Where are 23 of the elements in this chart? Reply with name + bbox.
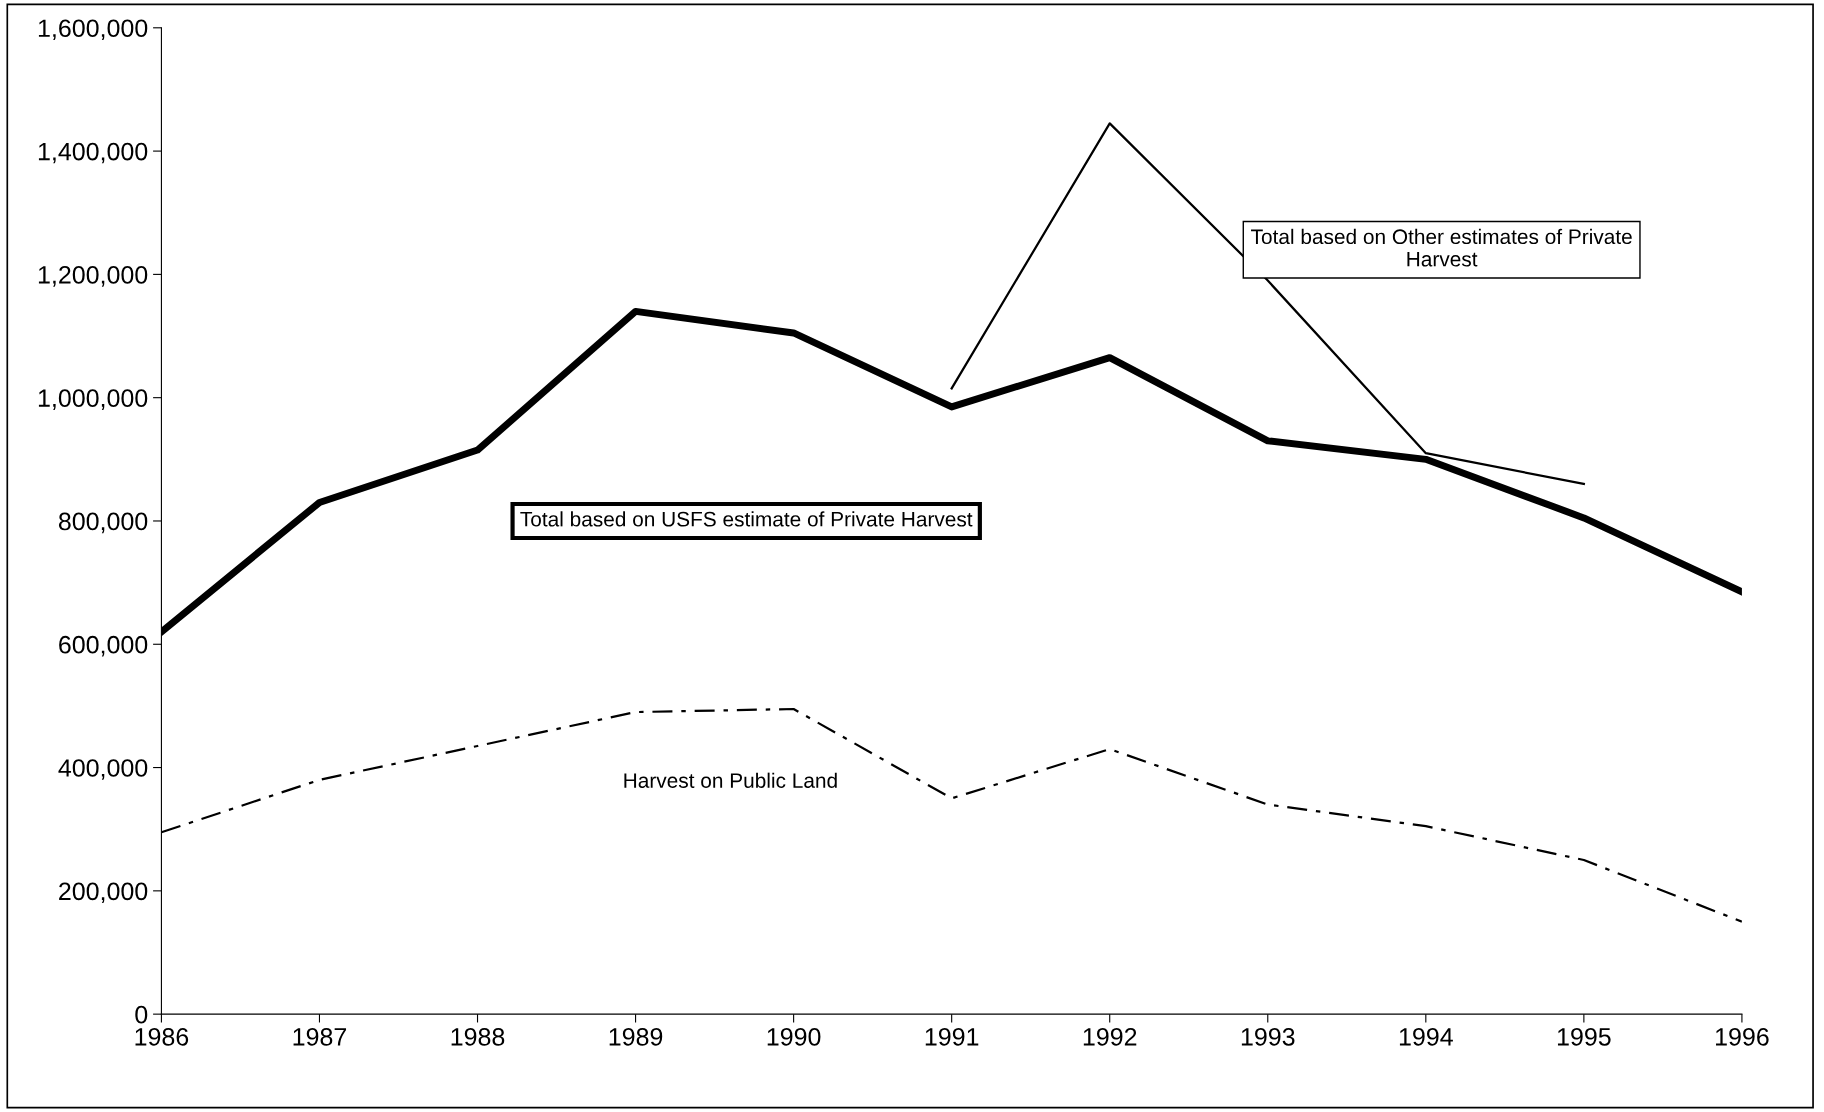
x-tick-label: 1995 (1557, 1028, 1611, 1046)
series-label: Total based on Other estimates of Private Harvest (1251, 228, 1632, 267)
x-tick-label: 1986 (135, 1028, 189, 1046)
x-tick-label: 1990 (767, 1028, 821, 1046)
y-tick-label: 1,600,000 (38, 19, 148, 41)
x-tick-label: 1989 (609, 1028, 663, 1046)
x-tick-label: 1988 (451, 1028, 505, 1046)
x-tick-label: 1993 (1241, 1028, 1295, 1046)
x-tick-label: 1991 (925, 1028, 979, 1046)
y-tick-label: 1,400,000 (38, 142, 148, 164)
x-tick-label: 1996 (1716, 1028, 1769, 1046)
y-tick-label: 600,000 (59, 635, 148, 657)
y-tick-label: 800,000 (58, 512, 148, 534)
y-tick-label: 400,000 (58, 759, 148, 780)
x-tick-label: 1994 (1399, 1028, 1453, 1046)
x-tick-label: 1992 (1083, 1028, 1137, 1046)
x-tick-label: 1987 (293, 1028, 347, 1046)
y-tick-label: 1,200,000 (38, 265, 148, 287)
text: Total based on USFS estimate of Private Harvest (520, 511, 973, 527)
series-label: Harvest on Public Land (624, 772, 837, 788)
y-tick-label: 0 (135, 1005, 148, 1024)
y-tick-label: 200,000 (59, 882, 148, 904)
y-tick-label: 1,000,000 (38, 389, 148, 410)
